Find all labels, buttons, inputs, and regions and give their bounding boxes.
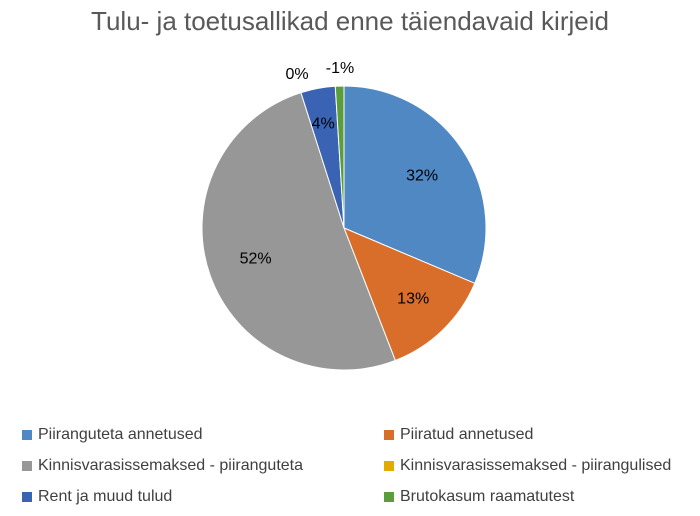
pie-slice-2 [343, 227, 476, 362]
legend-item-5: Rent ja muud tulud [22, 488, 172, 506]
legend-item-4: Kinnisvarasissemaksed - piirangulised [384, 457, 671, 475]
chart-title: Tulu- ja toetusallikad enne täiendavaid … [91, 6, 609, 36]
data-label-2: 13% [397, 291, 429, 308]
legend-item-2: Piiratud annetused [384, 426, 533, 444]
legend-swatch [384, 492, 394, 502]
legend-label: Piiratud annetused [400, 426, 534, 443]
legend-label: Brutokasum raamatutest [400, 488, 575, 505]
legend-swatch [384, 430, 394, 440]
legend-label: Kinnisvarasissemaksed - piiranguteta [38, 457, 304, 474]
data-label-4: 0% [285, 66, 308, 83]
legend-item-3: Kinnisvarasissemaksed - piiranguteta [22, 457, 303, 475]
data-label-5: 4% [312, 116, 335, 133]
legend-item-6: Brutokasum raamatutest [384, 488, 574, 506]
legend-swatch [22, 430, 32, 440]
legend-label: Piiranguteta annetused [38, 426, 203, 443]
legend-swatch [22, 492, 32, 502]
pie-slice-3 [201, 92, 396, 371]
pie-slice-6 [334, 85, 345, 229]
data-label-3: 52% [240, 250, 272, 267]
pie-chart: 32% 13% 52% 0% 4% -1% [201, 60, 487, 371]
legend-label: Kinnisvarasissemaksed - piirangulised [400, 457, 672, 474]
legend-swatch [22, 461, 32, 471]
legend-label: Rent ja muud tulud [38, 488, 173, 505]
legend-swatch [384, 461, 394, 471]
data-label-1: 32% [406, 167, 438, 184]
data-label-6: -1% [326, 60, 354, 77]
pie-slice-1 [343, 85, 487, 285]
legend-item-1: Piiranguteta annetused [22, 426, 203, 444]
